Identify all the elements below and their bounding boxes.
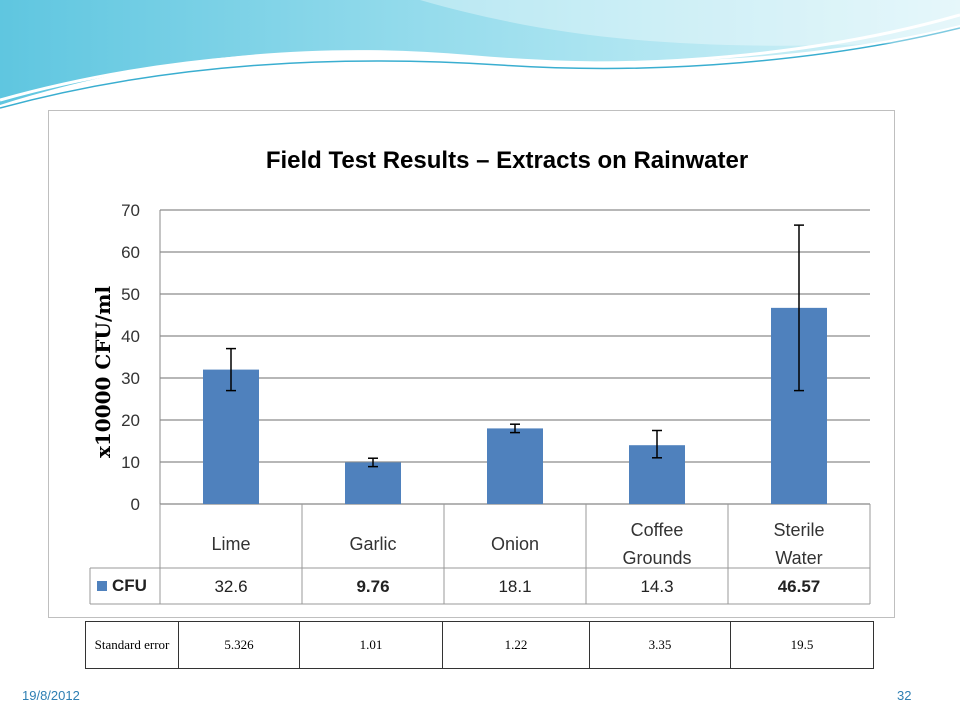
y-tick-label: 40 <box>121 327 140 346</box>
x-category-label: Water <box>775 548 822 568</box>
y-tick-label: 20 <box>121 411 140 430</box>
data-label: 18.1 <box>498 577 531 596</box>
x-category-label: Garlic <box>349 534 396 554</box>
header-wave-decoration <box>0 0 960 109</box>
se-header-cell: Standard error <box>85 621 179 669</box>
se-value-cell: 5.326 <box>178 621 300 669</box>
se-value-cell: 1.22 <box>442 621 590 669</box>
x-category-label: Lime <box>211 534 250 554</box>
bars <box>203 307 827 504</box>
legend-swatch <box>97 581 107 591</box>
bar <box>345 462 401 504</box>
y-tick-label: 50 <box>121 285 140 304</box>
data-label: 14.3 <box>640 577 673 596</box>
y-tick-labels: 0 10 20 30 40 50 60 70 <box>121 201 140 514</box>
chart-title: Field Test Results – Extracts on Rainwat… <box>266 147 748 174</box>
x-category-label: Onion <box>491 534 539 554</box>
data-label: 46.57 <box>778 577 821 596</box>
se-value-cell: 19.5 <box>730 621 874 669</box>
table-row: Standard error 5.326 1.01 1.22 3.35 19.5 <box>85 621 874 669</box>
legend-label: CFU <box>112 576 147 595</box>
y-axis-label: x10000 CFU/ml <box>91 286 115 458</box>
y-tick-label: 60 <box>121 243 140 262</box>
error-bars <box>226 224 804 468</box>
bar <box>487 428 543 504</box>
y-tick-label: 0 <box>131 495 140 514</box>
x-category-label: Coffee <box>631 520 684 540</box>
y-tick-label: 70 <box>121 201 140 220</box>
y-tick-label: 30 <box>121 369 140 388</box>
page-number: 32 <box>897 688 912 703</box>
x-category-label: Sterile <box>773 520 824 540</box>
x-category-label: Grounds <box>622 548 691 568</box>
bar <box>203 369 259 504</box>
se-value-cell: 3.35 <box>589 621 731 669</box>
data-label: 9.76 <box>356 577 389 596</box>
standard-error-table: Standard error 5.326 1.01 1.22 3.35 19.5 <box>85 621 874 669</box>
footer-date: 19/8/2012 <box>22 688 80 703</box>
grid-lines <box>159 209 870 505</box>
data-label: 32.6 <box>214 577 247 596</box>
se-value-cell: 1.01 <box>299 621 443 669</box>
data-table: CFU Lime 32.6 Garlic 9.76 Onion 18.1 Coffee Grou… <box>89 504 871 605</box>
y-tick-label: 10 <box>121 453 140 472</box>
chart-frame <box>48 110 895 618</box>
bar-chart: Field Test Results – Extracts on Rainwat… <box>89 147 871 605</box>
